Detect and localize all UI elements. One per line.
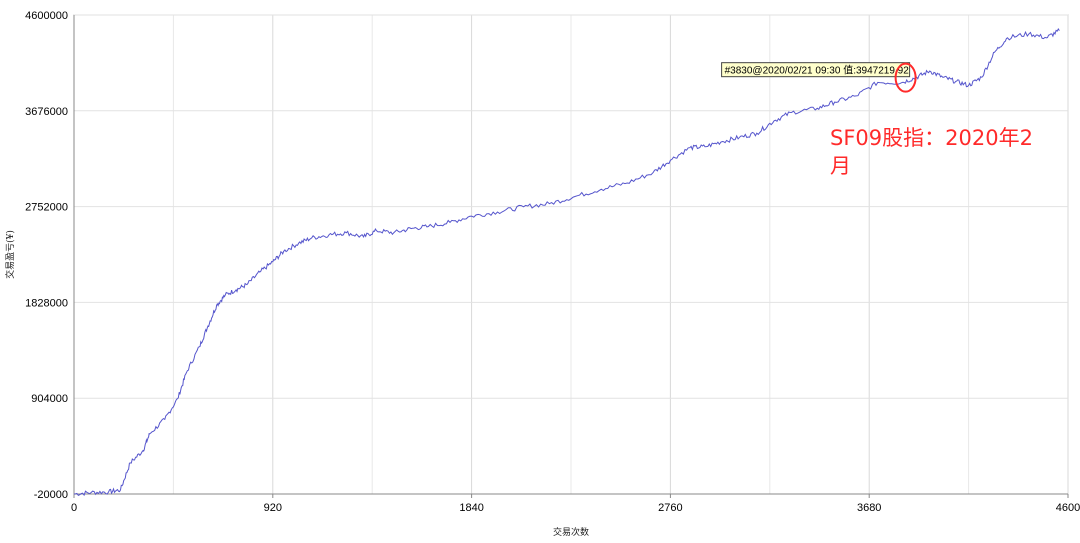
x-tick-label: 4600	[1056, 502, 1080, 514]
x-axis-title: 交易次数	[553, 526, 589, 538]
annotation-text: SF09股指：2020年2 月	[830, 126, 1040, 178]
x-tick-label: 1840	[459, 502, 483, 514]
x-tick-label: 920	[264, 502, 282, 514]
y-tick-label: 3676000	[25, 106, 68, 118]
data-tooltip: #3830@2020/02/21 09:30 值:3947219.92	[721, 62, 911, 78]
y-axis-title: 交易盈亏(¥)	[4, 230, 16, 279]
tooltip-box	[721, 62, 911, 78]
x-tick-label: 0	[71, 502, 77, 514]
y-tick-label: -20000	[34, 489, 68, 501]
annotation-circle	[894, 62, 917, 93]
equity-curve-line	[73, 28, 1060, 497]
annotation-line-2: 月	[830, 154, 851, 178]
y-tick-label: 1828000	[25, 297, 68, 309]
tooltip-label: #3830@2020/02/21 09:30 值:3947219.92	[725, 64, 910, 77]
x-tick-label: 2760	[658, 502, 682, 514]
y-tick-label: 904000	[31, 393, 68, 405]
x-tick-label: 3680	[857, 502, 881, 514]
y-axis: -20000 904000 1828000 2752000 3676000 4600000	[25, 10, 75, 501]
x-axis: 0 920 1840 2760 3680 4600	[71, 493, 1080, 514]
annotation-line-1: SF09股指：2020年2	[830, 126, 1033, 150]
y-tick-label: 2752000	[25, 202, 68, 214]
y-tick-label: 4600000	[25, 10, 68, 22]
